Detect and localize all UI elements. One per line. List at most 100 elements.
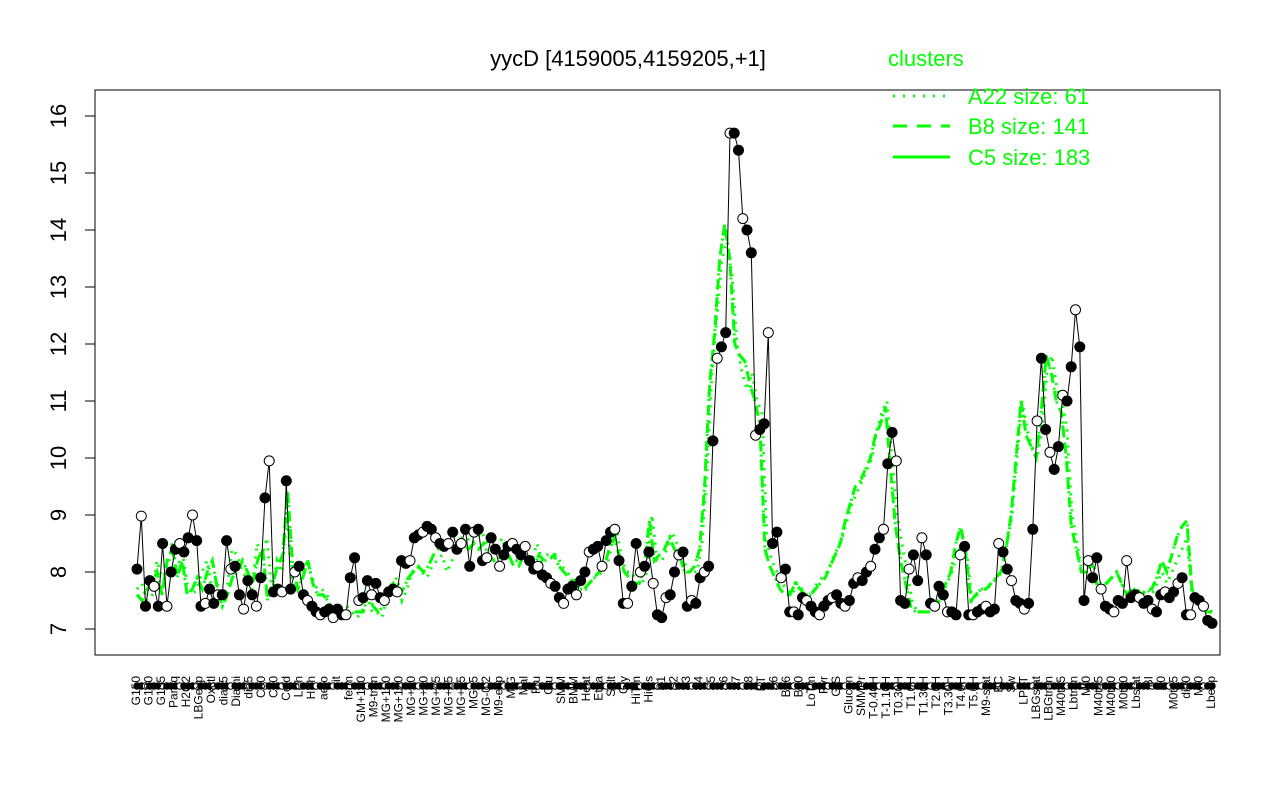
data-point <box>771 526 783 538</box>
data-point <box>464 560 476 572</box>
data-point <box>1176 572 1188 584</box>
data-point <box>263 455 275 467</box>
data-point <box>1065 361 1077 373</box>
x-tick-label: Diami <box>229 676 243 707</box>
x-tick-label: Heat <box>579 675 593 701</box>
data-point <box>250 600 262 612</box>
x-tick-label: Oxctl <box>204 676 218 703</box>
x-tick-label: MG+5 <box>467 676 481 709</box>
rug-mark <box>1208 682 1216 690</box>
x-tick-label: M40t45 <box>1092 676 1106 716</box>
data-point <box>455 538 467 549</box>
x-tick-label: BI <box>1142 676 1156 687</box>
data-point <box>340 609 352 621</box>
data-point <box>831 589 843 601</box>
data-point <box>903 563 915 575</box>
data-point <box>1198 600 1209 612</box>
data-point <box>1070 304 1081 316</box>
data-point <box>246 589 258 601</box>
data-point <box>549 580 561 592</box>
x-tick-label: Pyr <box>817 676 831 694</box>
data-point <box>378 595 390 606</box>
data-point <box>191 535 203 547</box>
x-tick-label: dia15 <box>217 676 231 706</box>
x-tick-label: M40t45 <box>1054 676 1068 716</box>
x-tick-label: Etha <box>592 676 606 701</box>
data-point <box>639 560 651 572</box>
data-point <box>472 523 484 535</box>
x-tick-label: T0.30H <box>892 676 906 715</box>
data-point <box>515 549 527 561</box>
data-point <box>767 538 779 549</box>
y-tick-label: 11 <box>46 390 71 413</box>
x-tick-label: G135 <box>154 676 168 706</box>
data-point <box>647 577 659 589</box>
data-point <box>720 327 732 339</box>
data-point <box>762 327 774 339</box>
data-point <box>715 341 727 353</box>
data-point <box>579 566 591 578</box>
data-point <box>988 603 1000 615</box>
data-point <box>425 523 437 535</box>
y-tick-label: 14 <box>46 218 71 242</box>
x-tick-label: M9-stat <box>979 675 993 716</box>
x-axis: G150G180G135ParaqH2O2LBGexpOxctldia15Dia… <box>129 675 1218 722</box>
x-tick-label: dia5 <box>242 676 256 699</box>
data-point <box>344 572 356 584</box>
x-tick-label: T-1.10H <box>879 676 893 719</box>
x-tick-label: HiTm <box>629 676 643 705</box>
data-point <box>1151 606 1162 618</box>
data-point <box>1048 463 1060 475</box>
data-point <box>442 538 454 549</box>
data-point <box>165 566 177 578</box>
data-point <box>216 589 228 601</box>
data-point <box>703 560 715 572</box>
data-point <box>447 526 459 538</box>
data-point <box>643 546 655 558</box>
points-layer <box>131 127 1218 629</box>
data-point <box>140 600 151 612</box>
x-tick-label: Mt0 <box>1079 676 1093 696</box>
x-tick-label: S8 <box>742 676 756 691</box>
data-point <box>741 224 753 236</box>
data-point <box>737 213 749 225</box>
data-point <box>233 589 245 601</box>
data-point <box>959 540 971 552</box>
data-point <box>1006 575 1017 587</box>
x-tick-label: S6 <box>717 676 731 691</box>
x-tick-label: T1.0H <box>904 676 918 709</box>
data-point <box>707 435 719 447</box>
data-point <box>349 552 361 564</box>
data-point <box>148 580 160 592</box>
data-point <box>886 426 898 438</box>
data-point <box>1168 586 1180 598</box>
data-point <box>775 572 787 584</box>
data-point <box>1074 341 1086 353</box>
data-point <box>1108 606 1120 618</box>
data-point <box>1095 583 1107 595</box>
data-point <box>391 586 403 598</box>
data-point <box>1044 446 1056 458</box>
data-point <box>532 560 544 572</box>
data-point <box>161 600 173 612</box>
data-point <box>600 535 612 547</box>
x-tick-label: Mt0 <box>1192 676 1206 696</box>
legend: clusters A22 size: 61 B8 size: 141 C5 size… <box>888 46 1090 170</box>
x-tick-label: MG+45 <box>429 676 443 716</box>
x-tick-label: BC <box>992 676 1006 693</box>
x-tick-label: Paraq <box>167 676 181 708</box>
x-tick-label: T1.30H <box>917 676 931 715</box>
data-point <box>907 549 919 561</box>
data-point <box>745 247 757 259</box>
data-point <box>954 549 966 561</box>
x-tick-label: BT <box>754 675 768 691</box>
data-point <box>1206 617 1218 629</box>
x-tick-label: S3 <box>679 676 693 691</box>
y-tick-label: 13 <box>46 275 71 299</box>
x-tick-label: T3.30H <box>942 676 956 715</box>
data-point <box>519 540 531 552</box>
data-point <box>238 603 250 615</box>
y-tick-label: 12 <box>46 332 71 356</box>
data-point <box>259 492 271 504</box>
x-tick-label: S2 <box>667 676 681 691</box>
